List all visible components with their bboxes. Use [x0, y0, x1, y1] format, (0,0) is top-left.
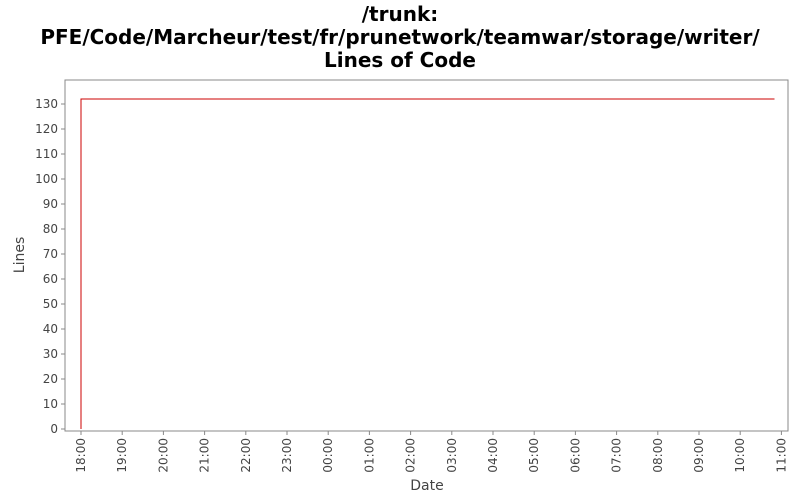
y-tick-label: 100 — [35, 172, 58, 186]
x-tick-label: 22:00 — [239, 438, 253, 473]
y-tick-label: 40 — [43, 322, 58, 336]
y-tick-label: 30 — [43, 347, 58, 361]
x-tick-label: 09:00 — [692, 438, 706, 473]
x-tick-label: 03:00 — [445, 438, 459, 473]
y-tick-label: 20 — [43, 372, 58, 386]
x-axis: 18:00 19:00 20:00 21:00 22:00 23:00 00:00 01:00… — [74, 431, 788, 473]
y-tick-label: 70 — [43, 247, 58, 261]
x-tick-label: 18:00 — [74, 438, 88, 473]
chart-title-line-3: Lines of Code — [324, 48, 476, 72]
y-tick-label: 110 — [35, 147, 58, 161]
y-tick-label: 120 — [35, 122, 58, 136]
x-tick-label: 10:00 — [733, 438, 747, 473]
chart-title-line-2: PFE/Code/Marcheur/test/fr/prunetwork/tea… — [40, 25, 760, 49]
x-tick-label: 05:00 — [527, 438, 541, 473]
x-tick-label: 08:00 — [651, 438, 665, 473]
chart-title-line-1: /trunk: — [361, 2, 439, 26]
plot-background — [64, 79, 789, 432]
x-tick-label: 00:00 — [321, 438, 335, 473]
y-tick-label: 80 — [43, 222, 58, 236]
y-tick-label: 130 — [35, 97, 58, 111]
x-tick-label: 20:00 — [156, 438, 170, 473]
y-tick-label: 60 — [43, 272, 58, 286]
x-tick-label: 02:00 — [404, 438, 418, 473]
x-tick-label: 06:00 — [568, 438, 582, 473]
y-tick-label: 50 — [43, 297, 58, 311]
series-layer — [80, 98, 775, 429]
x-tick-label: 01:00 — [362, 438, 376, 473]
y-tick-label: 10 — [43, 397, 58, 411]
x-tick-label: 04:00 — [486, 438, 500, 473]
y-tick-label: 0 — [50, 422, 58, 436]
x-tick-label: 07:00 — [610, 438, 624, 473]
series-line — [80, 98, 775, 429]
x-tick-label: 19:00 — [115, 438, 129, 473]
x-axis-label: Date — [410, 478, 443, 494]
y-axis-label: Lines — [12, 237, 28, 273]
y-axis: 0 10 20 30 40 50 60 70 80 90 100 110 120 130 — [35, 97, 65, 436]
x-tick-label: 23:00 — [280, 438, 294, 473]
x-tick-label: 21:00 — [198, 438, 212, 473]
y-tick-label: 90 — [43, 197, 58, 211]
x-tick-label: 11:00 — [774, 438, 788, 473]
